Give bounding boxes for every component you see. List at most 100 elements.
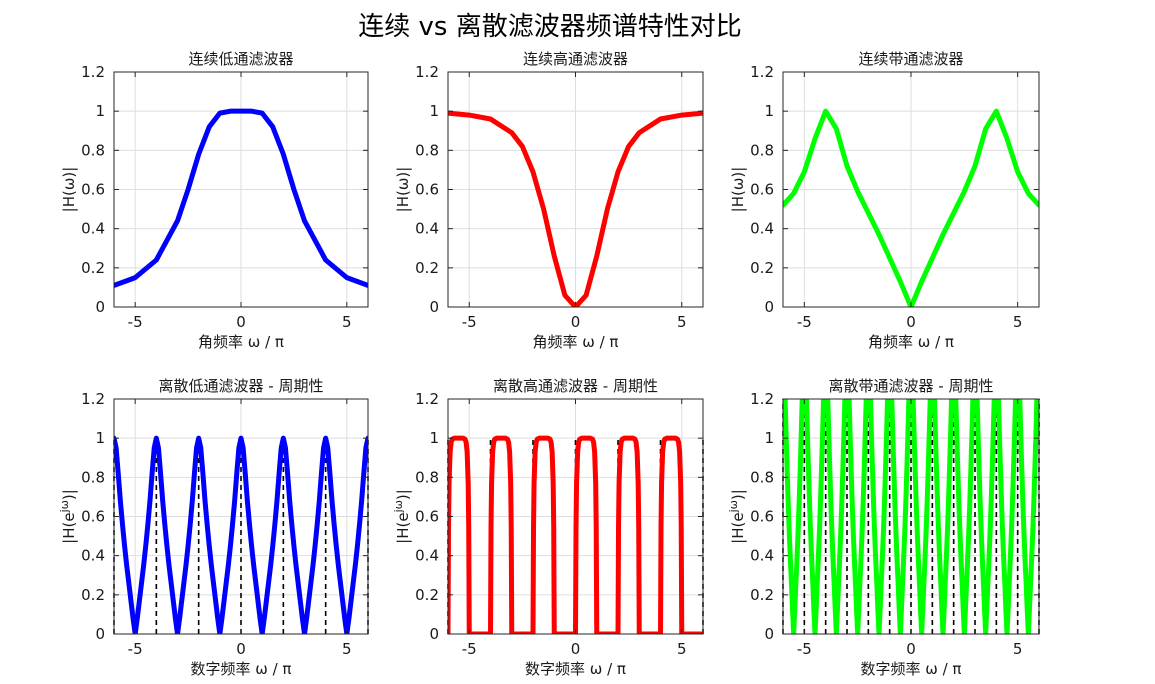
panel-title: 连续低通滤波器 [188,50,293,68]
y-tick-label: 1.2 [415,390,439,408]
y-tick-label: 1.2 [750,63,774,81]
y-tick-label: 0.8 [750,468,774,486]
x-tick-label: 0 [236,640,246,658]
panel-title: 连续高通滤波器 [523,50,628,68]
y-tick-label: 0.6 [81,508,105,526]
y-axis-label-part: )| [60,489,78,500]
x-axis-label: 数字频率 ω / π [191,660,292,678]
y-axis-label: |H(ω)| [60,167,78,213]
y-tick-label: 1 [429,429,439,447]
x-tick-label: 0 [906,313,916,331]
y-tick-label: 0.6 [415,508,439,526]
y-axis-label: |H(ejω)| [58,489,78,544]
series-line-1 [114,435,368,634]
y-tick-label: 0 [95,625,105,643]
panel-title: 离散高通滤波器 - 周期性 [493,377,658,395]
y-axis-label-part: )| [729,489,747,500]
y-tick-label: 0.4 [415,220,439,238]
x-tick-label: 0 [571,640,581,658]
y-tick-label: 1.2 [415,63,439,81]
y-tick-label: 0.8 [81,468,105,486]
y-tick-label: 0.2 [750,586,774,604]
y-tick-label: 0.4 [750,220,774,238]
panel-title: 离散低通滤波器 - 周期性 [159,377,324,395]
y-tick-label: 0.8 [750,141,774,159]
y-tick-label: 0.4 [415,547,439,565]
x-tick-label: 5 [1013,640,1023,658]
y-axis-label-part: jω [727,500,740,513]
y-tick-label: 1 [95,429,105,447]
x-tick-label: -5 [462,313,477,331]
y-tick-label: 0.8 [415,468,439,486]
panel-title: 离散带通滤波器 - 周期性 [829,377,994,395]
y-tick-label: 0 [429,298,439,316]
x-tick-label: -5 [462,640,477,658]
x-tick-label: -5 [128,313,143,331]
y-tick-label: 0.6 [81,181,105,199]
y-axis-label-part: |H(e [394,512,412,543]
y-axis-label: |H(ejω)| [392,489,412,544]
y-tick-label: 0.2 [81,259,105,277]
y-tick-label: 0 [764,298,774,316]
y-axis-label-part: jω [392,500,405,513]
y-axis-label-part: )| [394,489,412,500]
x-axis-label: 数字频率 ω / π [525,660,626,678]
x-tick-label: 5 [677,313,687,331]
y-tick-label: 0.2 [415,586,439,604]
y-tick-label: 0.8 [415,141,439,159]
y-tick-label: 1 [95,102,105,120]
y-tick-label: 1 [764,102,774,120]
y-axis-label: |H(ω)| [394,167,412,213]
x-tick-label: 5 [342,313,352,331]
y-tick-label: 0 [764,625,774,643]
y-axis-label-part: |H(e [729,512,747,543]
y-tick-label: 0.8 [81,141,105,159]
y-tick-label: 1.2 [81,63,105,81]
x-tick-label: 0 [906,640,916,658]
series-line-1 [114,108,368,288]
x-tick-label: 5 [342,640,352,658]
y-tick-label: 0.2 [81,586,105,604]
figure-title: 连续 vs 离散滤波器频谱特性对比 [358,12,742,42]
series-line-1 [783,108,1039,307]
x-tick-label: -5 [797,640,812,658]
x-axis-label: 角频率 ω / π [533,333,619,351]
x-tick-label: 5 [1013,313,1023,331]
y-axis-label: |H(ω)| [729,167,747,213]
y-axis-label-part: jω [58,500,71,513]
panel-title: 连续带通滤波器 [858,50,963,68]
x-tick-label: 0 [571,313,581,331]
y-tick-label: 0 [95,298,105,316]
series-line-1 [448,435,703,634]
y-tick-label: 0.4 [81,220,105,238]
x-tick-label: 5 [677,640,687,658]
y-tick-label: 1.2 [750,390,774,408]
x-tick-label: -5 [797,313,812,331]
y-tick-label: 1.2 [81,390,105,408]
x-axis-label: 角频率 ω / π [198,333,284,351]
y-axis-label-part: |H(e [60,512,78,543]
x-axis-label: 数字频率 ω / π [861,660,962,678]
y-tick-label: 0.2 [750,259,774,277]
x-tick-label: -5 [128,640,143,658]
x-axis-label: 角频率 ω / π [868,333,954,351]
y-tick-label: 0.2 [415,259,439,277]
y-tick-label: 1 [429,102,439,120]
y-tick-label: 0 [429,625,439,643]
y-tick-label: 1 [764,429,774,447]
x-tick-label: 0 [236,313,246,331]
y-tick-label: 0.6 [750,508,774,526]
y-axis-label: |H(ejω)| [727,489,747,544]
y-tick-label: 0.4 [750,547,774,565]
y-tick-label: 0.4 [81,547,105,565]
y-tick-label: 0.6 [750,181,774,199]
series-line-1 [448,110,703,307]
